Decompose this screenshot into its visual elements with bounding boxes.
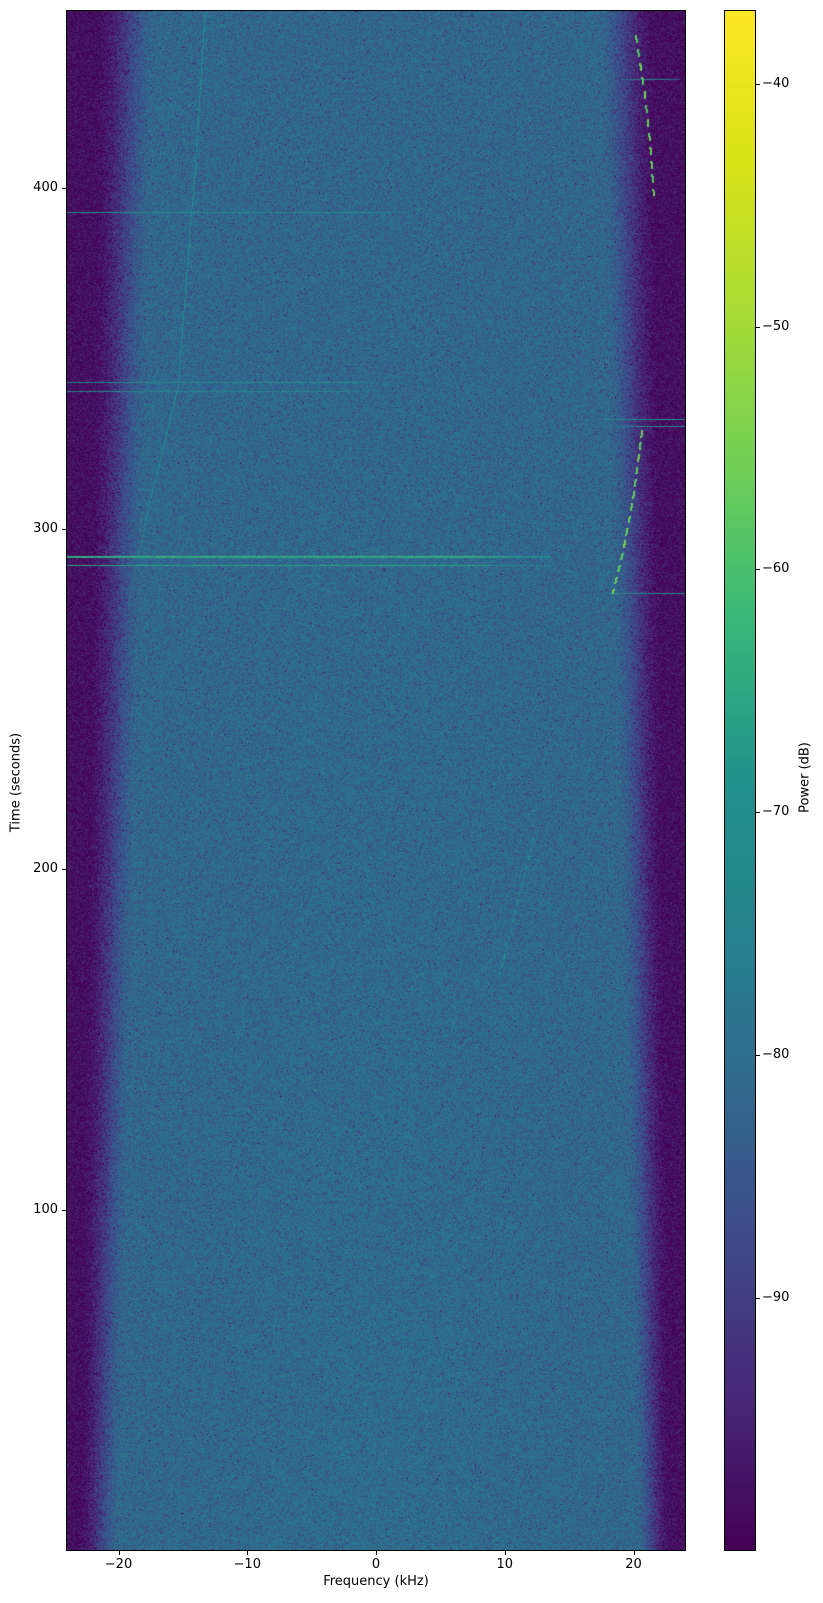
colorbar-tick-mark (756, 83, 760, 85)
y-tick-label: 100 (33, 1201, 58, 1217)
x-tick-mark (633, 1551, 635, 1555)
colorbar-tick-mark (756, 812, 760, 814)
x-axis-label: Frequency (kHz) (323, 1574, 429, 1589)
colorbar-canvas (725, 11, 755, 1550)
colorbar (724, 10, 756, 1551)
y-tick-label: 200 (33, 861, 58, 877)
x-tick-mark (118, 1551, 120, 1555)
y-tick-label: 300 (33, 520, 58, 536)
colorbar-tick-label: −90 (762, 1289, 790, 1305)
x-tick-mark (376, 1551, 377, 1555)
x-tick-label: 10 (496, 1557, 514, 1572)
x-tick-mark (504, 1551, 506, 1555)
colorbar-tick-mark (756, 569, 760, 571)
colorbar-tick-mark (756, 1297, 760, 1299)
colorbar-tick-label: −70 (762, 804, 790, 820)
x-tick-label: 0 (371, 1557, 381, 1572)
colorbar-tick-label: −40 (762, 75, 790, 91)
plot-area (66, 10, 686, 1551)
y-tick-mark (62, 188, 66, 190)
x-tick-label: −20 (104, 1557, 133, 1572)
y-tick-mark (62, 1209, 66, 1211)
colorbar-label: Power (dB) (797, 742, 813, 813)
y-tick-label: 400 (33, 180, 58, 196)
x-tick-mark (247, 1551, 249, 1555)
x-tick-label: −10 (233, 1557, 261, 1572)
colorbar-tick-mark (756, 326, 760, 328)
y-axis-label: Time (seconds) (8, 732, 24, 833)
colorbar-tick-label: −80 (762, 1046, 790, 1062)
colorbar-tick-label: −50 (762, 318, 790, 334)
colorbar-tick-label: −60 (762, 561, 790, 577)
y-tick-mark (62, 528, 66, 530)
spectrogram-canvas (67, 11, 685, 1550)
x-tick-label: 20 (625, 1557, 642, 1572)
y-tick-mark (62, 869, 66, 871)
colorbar-tick-mark (756, 1054, 760, 1056)
